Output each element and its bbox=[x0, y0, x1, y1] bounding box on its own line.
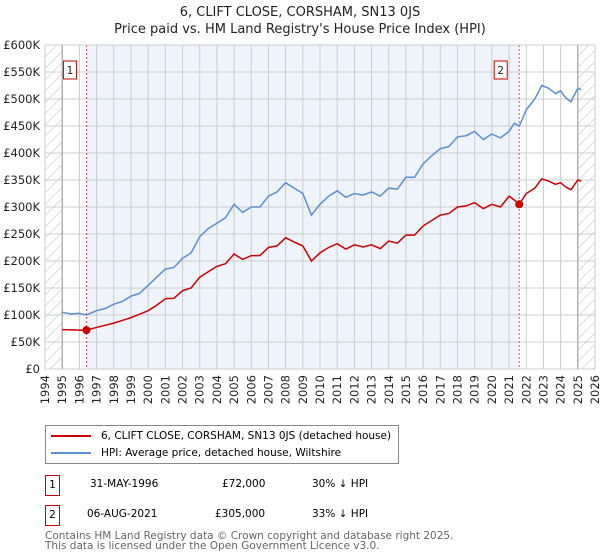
legend-swatch-red bbox=[51, 435, 91, 437]
sale-label: 1 bbox=[67, 65, 74, 77]
sale-point bbox=[515, 200, 524, 209]
legend-label: HPI: Average price, detached house, Wilt… bbox=[101, 447, 342, 459]
transaction-date: 31-MAY-1996 bbox=[90, 478, 159, 490]
x-tick-label: 1994 bbox=[38, 375, 52, 404]
x-tick-label: 2024 bbox=[554, 375, 568, 404]
x-tick-label: 1999 bbox=[124, 375, 138, 404]
legend-item-hpi: HPI: Average price, detached house, Wilt… bbox=[51, 445, 341, 461]
x-tick-label: 2006 bbox=[244, 375, 258, 404]
y-tick-label: £400K bbox=[3, 146, 40, 160]
legend-label: 6, CLIFT CLOSE, CORSHAM, SN13 0JS (detac… bbox=[101, 430, 392, 442]
transaction-row: 1 31-MAY-1996 £72,000 30% ↓ HPI bbox=[45, 475, 425, 496]
legend: 6, CLIFT CLOSE, CORSHAM, SN13 0JS (detac… bbox=[45, 425, 399, 464]
marker-badge: 2 bbox=[45, 505, 60, 526]
x-tick-label: 1996 bbox=[72, 375, 86, 404]
transaction-price: £72,000 bbox=[222, 478, 266, 490]
x-tick-label: 2021 bbox=[502, 375, 516, 404]
x-tick-label: 2011 bbox=[330, 375, 344, 404]
x-tick-label: 2020 bbox=[485, 375, 499, 404]
footer: Contains HM Land Registry data © Crown c… bbox=[45, 530, 454, 552]
sale-label-box bbox=[493, 60, 508, 80]
x-tick-label: 2008 bbox=[279, 375, 293, 404]
x-tick-label: 2013 bbox=[365, 375, 379, 404]
y-tick-label: £350K bbox=[3, 173, 40, 187]
x-tick-label: 2016 bbox=[416, 375, 430, 404]
x-tick-label: 1997 bbox=[90, 375, 104, 404]
y-tick-label: £150K bbox=[3, 281, 40, 295]
y-tick-label: £200K bbox=[3, 254, 40, 268]
x-tick-label: 2019 bbox=[468, 375, 482, 404]
x-tick-label: 2009 bbox=[296, 375, 310, 404]
x-tick-label: 1998 bbox=[107, 375, 121, 404]
x-tick-label: 2001 bbox=[158, 375, 172, 404]
y-tick-label: £600K bbox=[3, 38, 40, 52]
footer-line: Contains HM Land Registry data © Crown c… bbox=[45, 530, 454, 542]
hpi-line bbox=[62, 84, 582, 316]
y-tick-label: £300K bbox=[3, 200, 40, 214]
transaction-price: £305,000 bbox=[215, 508, 266, 520]
chart-subtitle: Price paid vs. HM Land Registry's House … bbox=[114, 22, 486, 37]
x-tick-label: 2003 bbox=[193, 375, 207, 404]
y-tick-label: £0 bbox=[25, 362, 40, 376]
price-chart: 1994 1995 1996 1997 1998 1999 2000 2001 2002 2003… bbox=[3, 38, 600, 404]
transaction-hpi: 30% ↓ HPI bbox=[312, 478, 369, 490]
x-tick-label: 2012 bbox=[347, 375, 361, 404]
y-tick-label: £450K bbox=[3, 119, 40, 133]
x-tick-label: 2005 bbox=[227, 375, 241, 404]
y-tick-label: £100K bbox=[3, 308, 40, 322]
x-tick-label: 2025 bbox=[571, 375, 585, 404]
x-tick-label: 2018 bbox=[451, 375, 465, 404]
plot-border bbox=[44, 44, 596, 370]
sale-label: 2 bbox=[497, 65, 504, 77]
x-tick-label: 2007 bbox=[261, 375, 275, 404]
x-tick-label: 2022 bbox=[519, 375, 533, 404]
x-tick-label: 2015 bbox=[399, 375, 413, 404]
y-tick-label: £50K bbox=[11, 335, 41, 349]
x-tick-label: 2010 bbox=[313, 375, 327, 404]
y-tick-label: £550K bbox=[3, 65, 40, 79]
x-tick-label: 2002 bbox=[176, 375, 190, 404]
transaction-hpi: 33% ↓ HPI bbox=[312, 508, 369, 520]
x-tick-label: 2026 bbox=[588, 375, 600, 404]
transaction-row: 2 06-AUG-2021 £305,000 33% ↓ HPI bbox=[45, 505, 425, 526]
legend-swatch-blue bbox=[51, 452, 91, 454]
y-tick-label: £250K bbox=[3, 227, 40, 241]
x-tick-label: 2014 bbox=[382, 375, 396, 404]
x-tick-label: 1995 bbox=[55, 375, 69, 404]
legend-item-property: 6, CLIFT CLOSE, CORSHAM, SN13 0JS (detac… bbox=[51, 428, 391, 444]
sale-label-box bbox=[62, 60, 77, 80]
x-tick-label: 2004 bbox=[210, 375, 224, 404]
x-tick-label: 2017 bbox=[433, 375, 447, 404]
x-tick-label: 2023 bbox=[536, 375, 550, 404]
transaction-date: 06-AUG-2021 bbox=[87, 508, 158, 520]
x-tick-label: 2000 bbox=[141, 375, 155, 404]
sale-point bbox=[82, 326, 91, 335]
footer-line: This data is licensed under the Open Gov… bbox=[45, 540, 380, 552]
marker-badge: 1 bbox=[45, 475, 60, 496]
y-tick-label: £500K bbox=[3, 92, 40, 106]
chart-title: 6, CLIFT CLOSE, CORSHAM, SN13 0JS bbox=[179, 5, 421, 20]
